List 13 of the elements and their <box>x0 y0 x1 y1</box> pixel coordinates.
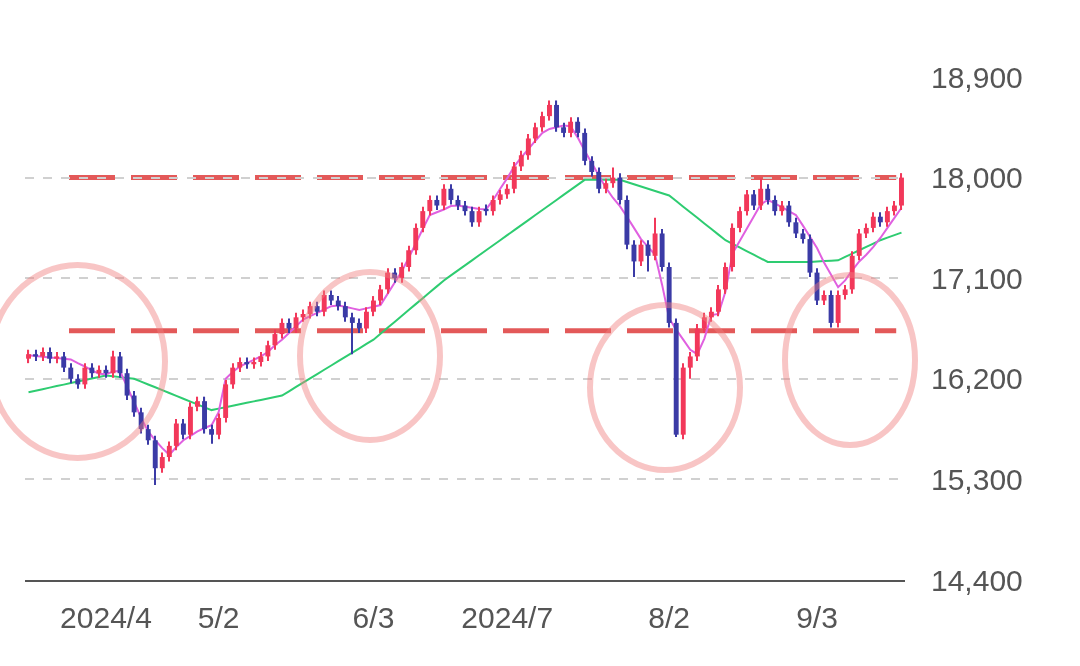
x-tick-label: 6/3 <box>352 601 395 634</box>
x-tick-label: 2024/4 <box>60 601 152 634</box>
y-tick-label: 17,100 <box>931 261 1023 295</box>
x-tick-label: 8/2 <box>648 601 691 634</box>
x-tick-label: 2024/7 <box>461 601 554 634</box>
x-tick-label: 5/2 <box>197 601 240 634</box>
y-tick-label: 18,000 <box>931 161 1023 195</box>
y-tick-label: 16,200 <box>931 362 1023 396</box>
y-tick-label: 15,300 <box>931 462 1023 496</box>
candlestick <box>483 204 489 216</box>
x-tick-label: 9/3 <box>796 601 838 634</box>
y-tick-label: 14,400 <box>931 563 1023 597</box>
y-tick-label: 18,900 <box>931 60 1023 94</box>
